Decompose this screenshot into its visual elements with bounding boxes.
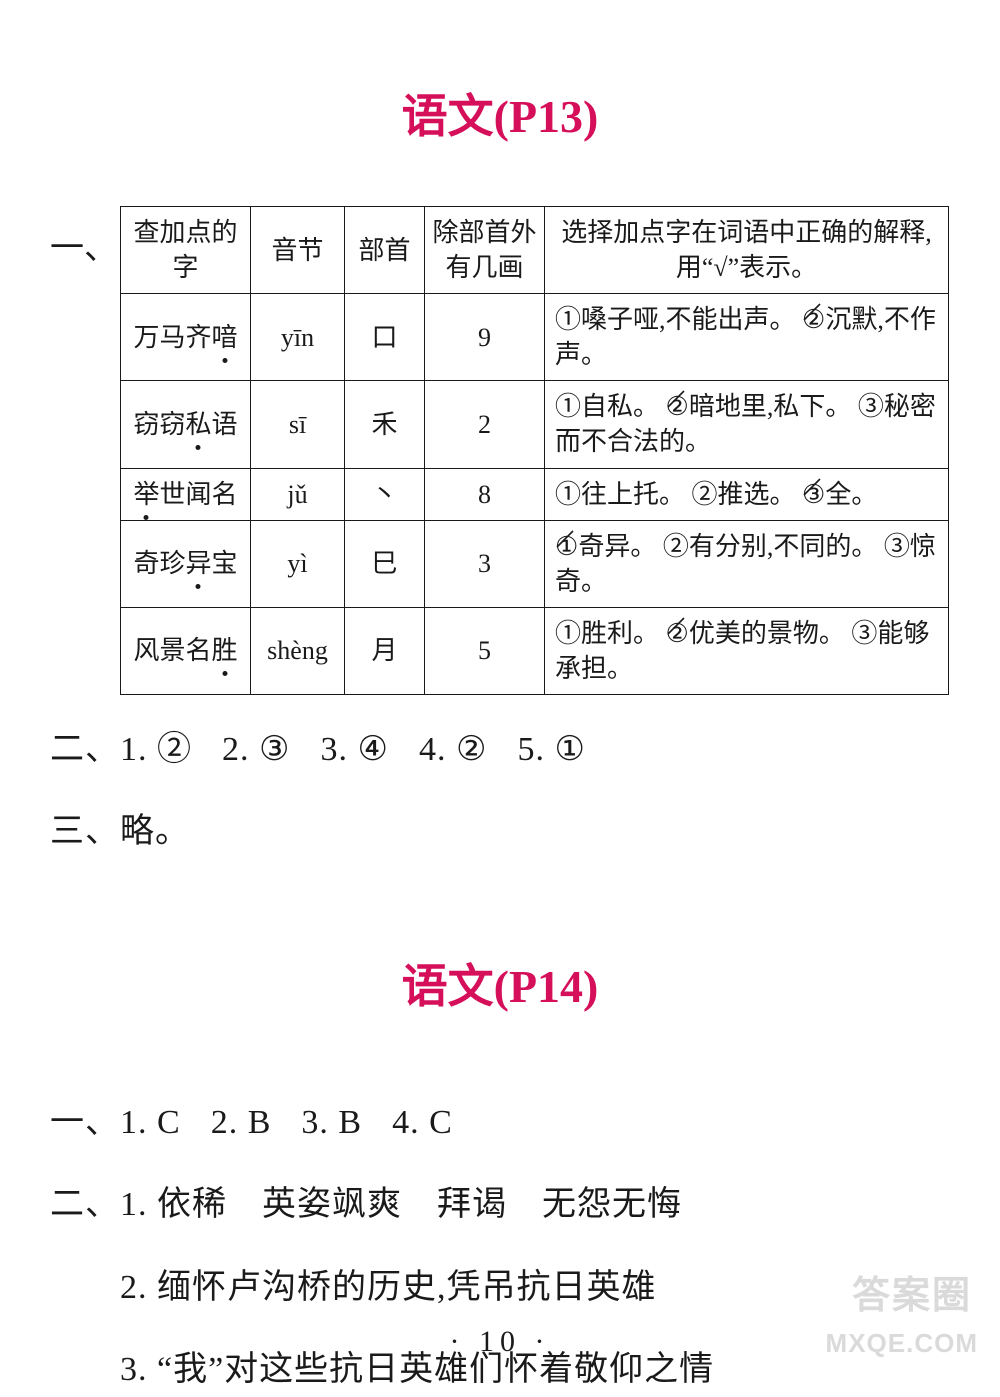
section-1: 一、 查加点的字音节部首除部首外有几画选择加点字在词语中正确的解释,用“√”表示… — [50, 206, 950, 695]
answer-item: 2. B — [211, 1104, 272, 1141]
strokes-cell: 2 — [425, 381, 545, 468]
section-1-label: 一、 — [50, 206, 120, 269]
pinyin-cell: yīn — [251, 294, 345, 381]
word-cell: 风景名胜 — [121, 607, 251, 694]
definition-cell: ①胜利。 ②优美的景物。 ③能够承担。 — [545, 607, 949, 694]
title-p13: 语文(P13) — [50, 80, 950, 146]
answer-item: 5. ① — [517, 731, 585, 768]
pinyin-cell: shèng — [251, 607, 345, 694]
radical-cell: 口 — [345, 294, 425, 381]
word-cell: 奇珍异宝 — [121, 520, 251, 607]
strokes-cell: 3 — [425, 520, 545, 607]
answer-item: 4. ② — [419, 731, 487, 768]
strokes-cell: 5 — [425, 607, 545, 694]
strokes-cell: 9 — [425, 294, 545, 381]
title-p14: 语文(P14) — [50, 950, 950, 1016]
table-row: 风景名胜shèng月5①胜利。 ②优美的景物。 ③能够承担。 — [121, 607, 949, 694]
table-header-cell: 查加点的字 — [121, 207, 251, 294]
table-header-cell: 选择加点字在词语中正确的解释,用“√”表示。 — [545, 207, 949, 294]
p14-section-2-line-2: 2. 缅怀卢沟桥的历史,凭吊抗日英雄 — [120, 1261, 950, 1315]
p13-section-2: 二、1. ② 2. ③ 3. ④ 4. ② 5. ① — [50, 723, 950, 777]
p14-s1-label: 一、 — [50, 1104, 120, 1141]
table-body: 万马齐喑yīn口9①嗓子哑,不能出声。 ②沉默,不作声。窃窃私语sī禾2①自私。… — [121, 294, 949, 695]
p14-s2-line1-text: 1. 依稀 英姿飒爽 拜谒 无怨无悔 — [120, 1186, 682, 1223]
watermark-text: 答案圈 — [852, 1264, 972, 1319]
word-cell: 举世闻名 — [121, 468, 251, 520]
radical-cell: 巳 — [345, 520, 425, 607]
lookup-table: 查加点的字音节部首除部首外有几画选择加点字在词语中正确的解释,用“√”表示。 万… — [120, 206, 949, 695]
word-cell: 万马齐喑 — [121, 294, 251, 381]
radical-cell: 月 — [345, 607, 425, 694]
section-2-label: 二、 — [50, 731, 120, 768]
pinyin-cell: jǔ — [251, 468, 345, 520]
pinyin-cell: yì — [251, 520, 345, 607]
answer-item: 1. ② — [120, 731, 192, 768]
table-header-cell: 音节 — [251, 207, 345, 294]
watermark-url: MXQE.COM — [826, 1328, 978, 1359]
radical-cell: 禾 — [345, 381, 425, 468]
answer-item: 3. B — [301, 1104, 362, 1141]
table-row: 举世闻名jǔ丶8①往上托。 ②推选。 ③全。 — [121, 468, 949, 520]
answer-item: 4. C — [392, 1104, 453, 1141]
definition-cell: ①奇异。 ②有分别,不同的。 ③惊奇。 — [545, 520, 949, 607]
answer-item: 2. ③ — [222, 731, 290, 768]
table-row: 奇珍异宝yì巳3①奇异。 ②有分别,不同的。 ③惊奇。 — [121, 520, 949, 607]
definition-cell: ①往上托。 ②推选。 ③全。 — [545, 468, 949, 520]
table-header-cell: 除部首外有几画 — [425, 207, 545, 294]
table-row: 万马齐喑yīn口9①嗓子哑,不能出声。 ②沉默,不作声。 — [121, 294, 949, 381]
answer-item: 1. C — [120, 1104, 181, 1141]
p14-section-1: 一、1. C 2. B 3. B 4. C — [50, 1096, 950, 1150]
radical-cell: 丶 — [345, 468, 425, 520]
word-cell: 窃窃私语 — [121, 381, 251, 468]
table-header-cell: 部首 — [345, 207, 425, 294]
page: 语文(P13) 一、 查加点的字音节部首除部首外有几画选择加点字在词语中正确的解… — [0, 0, 1000, 1387]
table-header-row: 查加点的字音节部首除部首外有几画选择加点字在词语中正确的解释,用“√”表示。 — [121, 207, 949, 294]
definition-cell: ①自私。 ②暗地里,私下。 ③秘密而不合法的。 — [545, 381, 949, 468]
table-row: 窃窃私语sī禾2①自私。 ②暗地里,私下。 ③秘密而不合法的。 — [121, 381, 949, 468]
p14-s2-label: 二、 — [50, 1186, 120, 1223]
p14-section-2-line-1: 二、1. 依稀 英姿飒爽 拜谒 无怨无悔 — [50, 1178, 950, 1232]
p13-section-3: 三、略。 — [50, 805, 950, 859]
strokes-cell: 8 — [425, 468, 545, 520]
pinyin-cell: sī — [251, 381, 345, 468]
answer-item: 3. ④ — [320, 731, 388, 768]
definition-cell: ①嗓子哑,不能出声。 ②沉默,不作声。 — [545, 294, 949, 381]
